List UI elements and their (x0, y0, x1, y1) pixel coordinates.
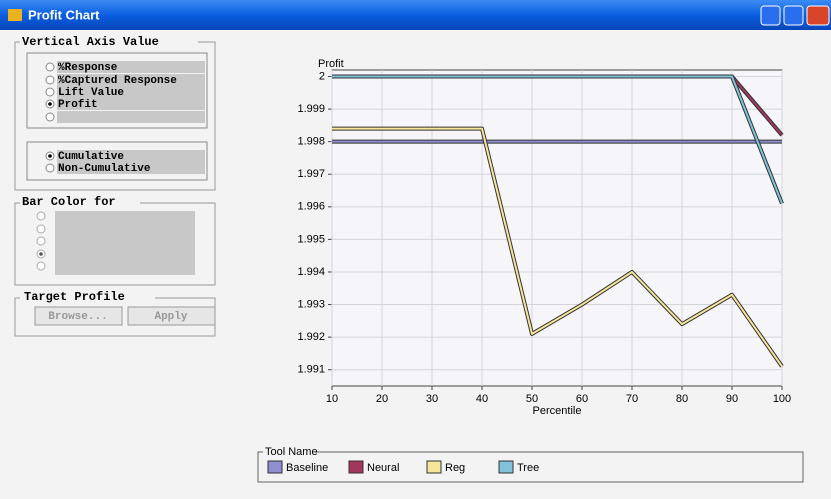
legend-swatch (267, 460, 283, 474)
radio (36, 224, 46, 234)
legend-title: Tool Name (265, 446, 318, 458)
x-tick-label: 40 (476, 393, 488, 405)
x-tick-label: 80 (676, 393, 688, 405)
legend-label: Tree (517, 462, 539, 474)
radio[interactable] (45, 112, 55, 122)
option-label[interactable]: Non-Cumulative (58, 163, 151, 175)
button-label[interactable]: Apply (154, 311, 187, 323)
y-tick-label: 1.993 (297, 298, 325, 310)
y-axis-label: Profit (318, 58, 344, 70)
radio (36, 236, 46, 246)
disabled-options (55, 211, 195, 275)
option-label[interactable]: Cumulative (58, 151, 124, 163)
group-title: Target Profile (24, 290, 125, 304)
x-tick-label: 10 (326, 393, 338, 405)
radio[interactable] (45, 62, 55, 72)
option-highlight (57, 74, 205, 86)
axis-options-box (26, 52, 208, 129)
x-tick-label: 20 (376, 393, 388, 405)
y-tick-label: 1.995 (297, 233, 325, 245)
legend-gap (20, 196, 140, 210)
legend-swatch (348, 460, 364, 474)
legend-label: Baseline (286, 462, 328, 474)
radio[interactable] (45, 163, 55, 173)
series-line (332, 127, 783, 368)
x-tick-label: 90 (726, 393, 738, 405)
button[interactable] (34, 306, 123, 326)
legend-label: Reg (445, 462, 465, 474)
x-tick-label: 70 (626, 393, 638, 405)
y-tick-label: 1.994 (297, 266, 325, 278)
button-label[interactable]: Browse... (48, 311, 107, 323)
legend-gap (263, 446, 315, 458)
y-tick-label: 1.998 (297, 136, 325, 148)
app-icon (8, 9, 22, 21)
option-highlight (57, 86, 205, 98)
y-tick-label: 1.999 (297, 103, 325, 115)
option-label[interactable]: %Response (58, 62, 118, 74)
y-tick-label: 1.992 (297, 331, 325, 343)
group-title: Vertical Axis Value (22, 35, 159, 49)
legend-gap (20, 290, 155, 304)
option-highlight (57, 150, 205, 162)
x-tick-label: 50 (526, 393, 538, 405)
option-highlight (57, 162, 205, 174)
legend-label: Neural (367, 462, 399, 474)
radio (36, 211, 46, 221)
radio[interactable] (45, 75, 55, 85)
x-tick-label: 100 (773, 393, 791, 405)
mode-options-box (26, 141, 208, 181)
series-line (332, 75, 783, 204)
maximize-button[interactable] (783, 5, 804, 26)
option-label[interactable]: %Captured Response (58, 75, 177, 87)
group-title: Bar Color for (22, 195, 116, 209)
option-label[interactable]: Lift Value (58, 87, 124, 99)
x-tick-label: 30 (426, 393, 438, 405)
minimize-button[interactable] (760, 5, 781, 26)
radio[interactable] (45, 87, 55, 97)
x-tick-label: 60 (576, 393, 588, 405)
window-title: Profit Chart (28, 7, 100, 22)
radio-dot (39, 252, 43, 256)
y-tick-label: 2 (319, 70, 325, 82)
button[interactable] (127, 306, 216, 326)
legend-box (257, 451, 804, 483)
radio-dot (48, 154, 52, 158)
plot-area (331, 69, 783, 387)
y-tick-label: 1.991 (297, 364, 325, 376)
y-tick-label: 1.997 (297, 168, 325, 180)
legend-swatch (498, 460, 514, 474)
radio-dot (48, 102, 52, 106)
close-button[interactable] (806, 5, 830, 26)
radio (36, 261, 46, 271)
legend-gap (20, 35, 198, 49)
option-highlight (57, 111, 205, 123)
title-bar (0, 0, 831, 30)
option-highlight (57, 61, 205, 73)
y-tick-label: 1.996 (297, 201, 325, 213)
option-highlight (57, 98, 205, 110)
option-label[interactable]: Profit (58, 99, 98, 111)
x-axis-label: Percentile (533, 405, 582, 417)
legend-swatch (426, 460, 442, 474)
